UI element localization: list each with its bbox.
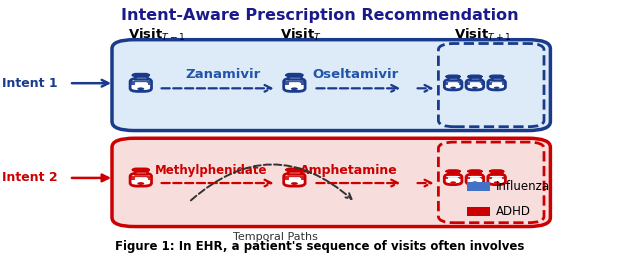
FancyBboxPatch shape bbox=[286, 74, 303, 76]
FancyBboxPatch shape bbox=[130, 79, 152, 91]
FancyBboxPatch shape bbox=[467, 182, 490, 191]
Text: Zanamivir: Zanamivir bbox=[185, 68, 260, 81]
Text: Visit$_{T}$: Visit$_{T}$ bbox=[280, 27, 322, 42]
FancyBboxPatch shape bbox=[134, 76, 147, 79]
Text: Visit$_{T+1}$: Visit$_{T+1}$ bbox=[454, 27, 512, 42]
Text: ADHD: ADHD bbox=[496, 205, 531, 218]
Circle shape bbox=[291, 182, 298, 185]
FancyBboxPatch shape bbox=[286, 169, 303, 171]
FancyBboxPatch shape bbox=[112, 138, 550, 227]
FancyBboxPatch shape bbox=[490, 170, 503, 172]
FancyBboxPatch shape bbox=[466, 79, 484, 90]
Text: Figure 1: In EHR, a patient's sequence of visits often involves: Figure 1: In EHR, a patient's sequence o… bbox=[115, 240, 525, 253]
FancyBboxPatch shape bbox=[444, 79, 462, 90]
FancyBboxPatch shape bbox=[438, 142, 544, 223]
FancyBboxPatch shape bbox=[438, 44, 544, 127]
FancyBboxPatch shape bbox=[132, 74, 149, 76]
FancyBboxPatch shape bbox=[134, 171, 147, 174]
Text: Visit$_{T-1}$: Visit$_{T-1}$ bbox=[128, 27, 186, 42]
Bar bbox=[131, 176, 150, 180]
Bar bbox=[285, 176, 304, 180]
Circle shape bbox=[138, 87, 144, 90]
FancyBboxPatch shape bbox=[467, 207, 490, 216]
FancyBboxPatch shape bbox=[288, 76, 301, 79]
Circle shape bbox=[451, 181, 456, 184]
Text: Intent 2: Intent 2 bbox=[2, 172, 58, 184]
Bar bbox=[489, 177, 504, 179]
FancyBboxPatch shape bbox=[284, 79, 305, 91]
Circle shape bbox=[472, 181, 477, 184]
Bar bbox=[445, 82, 461, 84]
FancyBboxPatch shape bbox=[490, 76, 503, 78]
Circle shape bbox=[138, 182, 144, 185]
FancyBboxPatch shape bbox=[284, 173, 305, 186]
Bar bbox=[467, 82, 483, 84]
FancyBboxPatch shape bbox=[447, 170, 460, 172]
Circle shape bbox=[451, 87, 456, 89]
Bar bbox=[285, 81, 304, 85]
Text: Methylphenidate: Methylphenidate bbox=[155, 164, 268, 177]
FancyBboxPatch shape bbox=[470, 77, 480, 80]
FancyBboxPatch shape bbox=[130, 173, 152, 186]
FancyBboxPatch shape bbox=[468, 170, 481, 172]
FancyBboxPatch shape bbox=[288, 171, 301, 174]
Bar bbox=[445, 177, 461, 179]
FancyBboxPatch shape bbox=[448, 172, 458, 174]
FancyBboxPatch shape bbox=[112, 40, 550, 131]
FancyBboxPatch shape bbox=[470, 172, 480, 174]
Text: Oseltamivir: Oseltamivir bbox=[312, 68, 398, 81]
Circle shape bbox=[494, 87, 499, 89]
Text: Amphetamine: Amphetamine bbox=[300, 164, 397, 177]
Text: Temporal Paths: Temporal Paths bbox=[233, 232, 317, 242]
Circle shape bbox=[472, 87, 477, 89]
Text: Intent 1: Intent 1 bbox=[2, 77, 58, 90]
FancyBboxPatch shape bbox=[132, 169, 149, 171]
Bar bbox=[489, 82, 504, 84]
FancyBboxPatch shape bbox=[488, 174, 506, 185]
FancyBboxPatch shape bbox=[447, 76, 460, 78]
FancyBboxPatch shape bbox=[468, 76, 481, 78]
Circle shape bbox=[291, 87, 298, 90]
FancyBboxPatch shape bbox=[444, 174, 462, 185]
Bar bbox=[467, 177, 483, 179]
Text: Influenza: Influenza bbox=[496, 180, 550, 193]
FancyBboxPatch shape bbox=[492, 172, 502, 174]
Text: Intent-Aware Prescription Recommendation: Intent-Aware Prescription Recommendation bbox=[121, 8, 519, 23]
Bar bbox=[131, 81, 150, 85]
Circle shape bbox=[494, 181, 499, 184]
FancyBboxPatch shape bbox=[492, 77, 502, 80]
FancyBboxPatch shape bbox=[466, 174, 484, 185]
FancyBboxPatch shape bbox=[448, 77, 458, 80]
FancyBboxPatch shape bbox=[488, 79, 506, 90]
